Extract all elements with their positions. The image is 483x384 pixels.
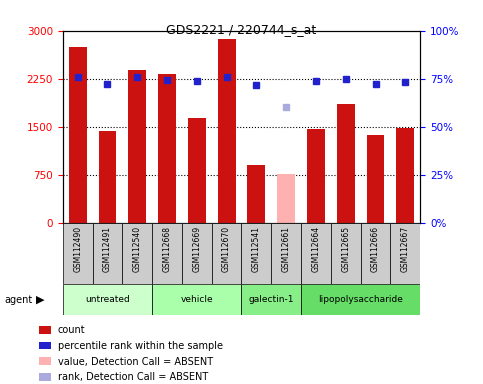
Text: lipopolysaccharide: lipopolysaccharide — [318, 295, 403, 304]
Text: GSM112661: GSM112661 — [282, 226, 291, 272]
Bar — [63, 284, 152, 315]
Bar — [242, 223, 271, 284]
Text: percentile rank within the sample: percentile rank within the sample — [58, 341, 223, 351]
Bar — [218, 39, 236, 223]
Bar — [361, 223, 390, 284]
Bar — [39, 357, 51, 365]
Bar — [63, 223, 93, 284]
Text: GSM112490: GSM112490 — [73, 226, 82, 272]
Text: GSM112670: GSM112670 — [222, 226, 231, 272]
Text: GSM112540: GSM112540 — [133, 226, 142, 272]
Text: GSM112668: GSM112668 — [163, 226, 171, 272]
Bar — [39, 342, 51, 349]
Text: GSM112667: GSM112667 — [401, 226, 410, 272]
Text: vehicle: vehicle — [181, 295, 213, 304]
Bar — [182, 223, 212, 284]
Bar — [337, 104, 355, 223]
Bar — [128, 70, 146, 223]
Text: galectin-1: galectin-1 — [249, 295, 294, 304]
Bar — [367, 135, 384, 223]
Bar — [301, 284, 420, 315]
Bar — [188, 118, 206, 223]
Text: GSM112541: GSM112541 — [252, 226, 261, 272]
Text: GSM112664: GSM112664 — [312, 226, 320, 272]
Text: ▶: ▶ — [36, 295, 45, 305]
Bar — [307, 129, 325, 223]
Text: GSM112665: GSM112665 — [341, 226, 350, 272]
Text: GDS2221 / 220744_s_at: GDS2221 / 220744_s_at — [166, 23, 317, 36]
Bar — [122, 223, 152, 284]
Bar — [277, 174, 295, 223]
Text: GSM112491: GSM112491 — [103, 226, 112, 272]
Text: rank, Detection Call = ABSENT: rank, Detection Call = ABSENT — [58, 372, 208, 382]
Text: value, Detection Call = ABSENT: value, Detection Call = ABSENT — [58, 357, 213, 367]
Text: agent: agent — [5, 295, 33, 305]
Bar — [158, 74, 176, 223]
Bar — [39, 373, 51, 381]
Bar — [331, 223, 361, 284]
Text: GSM112666: GSM112666 — [371, 226, 380, 272]
Bar — [69, 47, 86, 223]
Bar — [390, 223, 420, 284]
Text: count: count — [58, 326, 85, 336]
Bar — [397, 128, 414, 223]
Bar — [212, 223, 242, 284]
Bar — [93, 223, 122, 284]
Bar — [242, 284, 301, 315]
Bar — [247, 165, 265, 223]
Bar — [152, 284, 242, 315]
Text: GSM112669: GSM112669 — [192, 226, 201, 272]
Bar — [301, 223, 331, 284]
Text: untreated: untreated — [85, 295, 130, 304]
Bar — [39, 326, 51, 334]
Bar — [271, 223, 301, 284]
Bar — [152, 223, 182, 284]
Bar — [99, 131, 116, 223]
